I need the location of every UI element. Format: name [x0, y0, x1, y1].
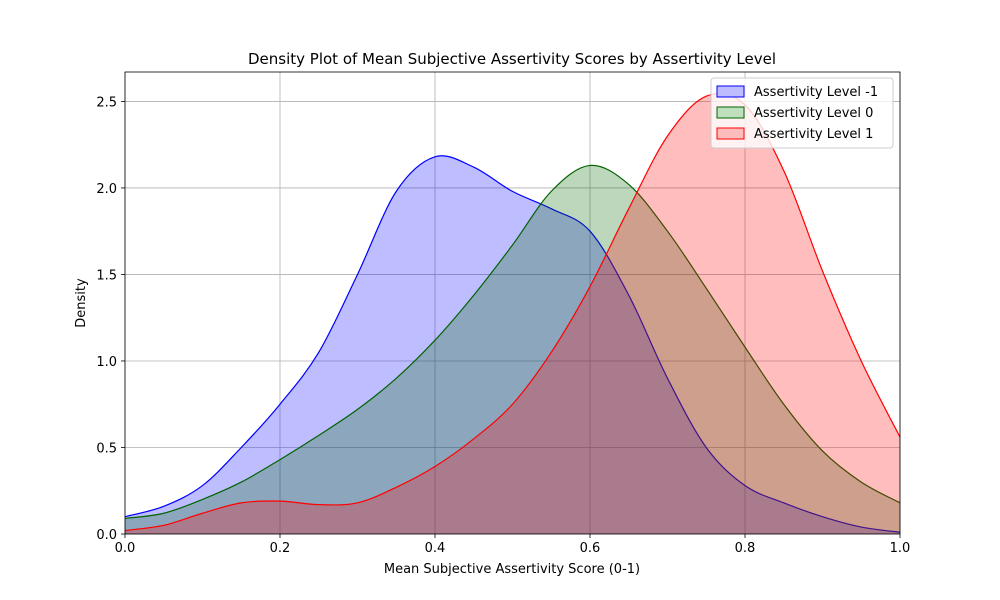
legend-label-0: Assertivity Level -1 — [754, 85, 878, 100]
legend-box — [710, 77, 894, 149]
y-tick-label: 2.0 — [96, 182, 117, 197]
y-tick-label: 1.5 — [96, 268, 117, 283]
series-area-0 — [125, 155, 900, 534]
tick-labels: 0.0 0.2 0.4 0.6 0.8 1.0 0.0 0.5 1.0 1.5 2.0 2.5 — [96, 95, 910, 556]
legend-swatch-0 — [716, 85, 745, 98]
x-tick-label: 0.8 — [735, 541, 756, 556]
plot-frame — [124, 71, 901, 535]
series-line-2 — [124, 92, 901, 532]
axes — [121, 71, 901, 538]
y-tick-label: 2.5 — [96, 95, 117, 110]
x-tick-label: 0.2 — [270, 541, 291, 556]
y-axis-label: Density — [74, 278, 89, 328]
x-tick-label: 0.6 — [580, 541, 601, 556]
density-areas — [124, 92, 901, 534]
x-axis-label: Mean Subjective Assertivity Score (0-1) — [384, 562, 640, 577]
legend-swatch-2 — [716, 127, 745, 140]
legend-swatch-1 — [716, 106, 745, 119]
x-tick-label: 0.0 — [115, 541, 136, 556]
legend-label-1: Assertivity Level 0 — [754, 106, 873, 121]
series-line-0 — [124, 155, 901, 533]
y-tick-label: 0.0 — [96, 528, 117, 543]
chart-title: Density Plot of Mean Subjective Assertiv… — [248, 50, 776, 68]
y-tick-label: 0.5 — [96, 441, 117, 456]
series-area-1 — [125, 165, 900, 534]
series-line-1 — [124, 164, 901, 520]
legend-label-2: Assertivity Level 1 — [754, 127, 873, 142]
y-tick-label: 1.0 — [96, 355, 117, 370]
x-tick-label: 0.4 — [425, 541, 446, 556]
series-area-2 — [125, 93, 900, 534]
x-tick-label: 1.0 — [890, 541, 911, 556]
legend: Assertivity Level -1 Assertivity Level 0 A… — [710, 77, 894, 149]
